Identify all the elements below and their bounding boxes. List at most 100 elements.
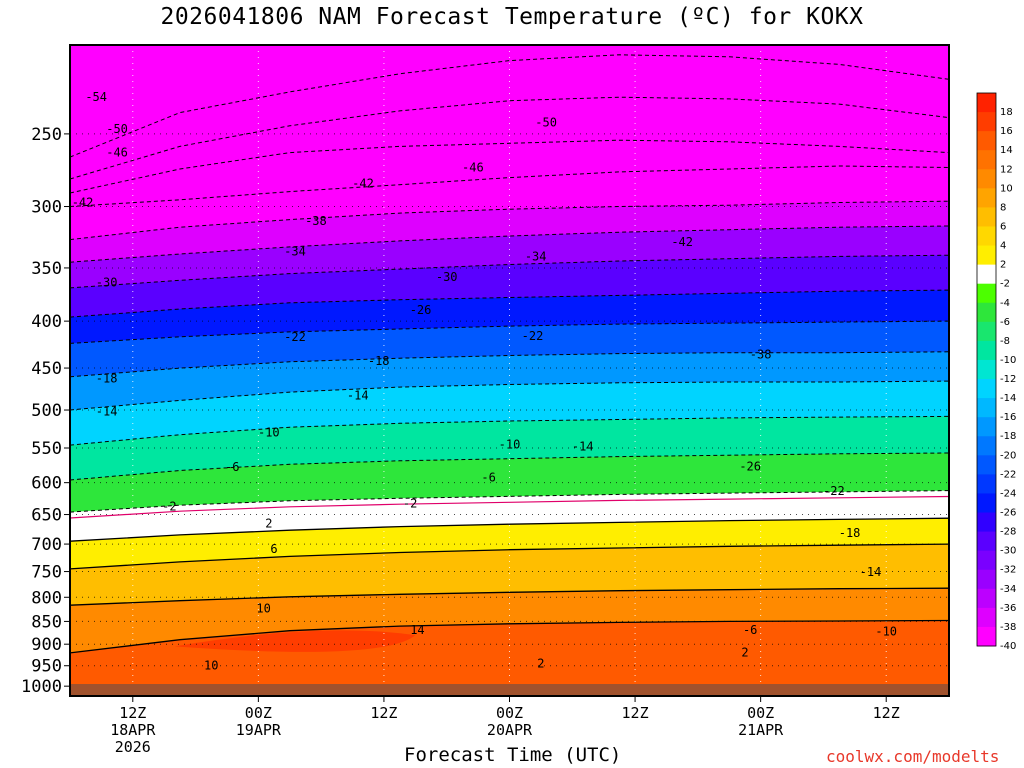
- y-tick-label: 450: [31, 359, 62, 379]
- contour-label: -50: [535, 116, 557, 130]
- colorbar: 18 16 14 12 10 8 6 4 2 -2 -4 -6 -8 -10 -12 -14 -16 -18 -20…: [976, 92, 1016, 652]
- y-tick-label: 750: [31, 563, 62, 583]
- contour-label: 2: [265, 517, 272, 531]
- contour-label: -46: [462, 160, 484, 174]
- x-tick-label: 12Z: [370, 704, 397, 722]
- x-tick-label: 00Z: [245, 704, 272, 722]
- contour-line: [70, 452, 949, 481]
- contour-label: -10: [875, 625, 897, 639]
- y-tick-label: 300: [31, 198, 62, 218]
- contour-label: -2: [162, 500, 176, 514]
- colorbar-label: 8: [1000, 202, 1006, 213]
- colorbar-label: -38: [1000, 622, 1016, 633]
- y-tick-label: 250: [31, 125, 62, 145]
- x-tick-label: 12Z: [873, 704, 900, 722]
- colorbar-label: -6: [1000, 317, 1010, 328]
- y-tick-label: 950: [31, 657, 62, 677]
- colorbar-swatch: [977, 455, 996, 475]
- contour-label: -34: [525, 249, 547, 263]
- contour-label: -10: [258, 425, 280, 439]
- contour-line: [70, 380, 949, 411]
- contour-label: 10: [256, 602, 270, 616]
- y-tick-label: 650: [31, 506, 62, 526]
- y-axis: 250 300 350 400 450 500 550 600 650 700 750 800 850 9…: [21, 125, 70, 697]
- contour-label: -6: [481, 470, 495, 484]
- contour-line: [70, 517, 949, 542]
- contour-label: -42: [352, 176, 374, 190]
- colorbar-label: -22: [1000, 469, 1016, 480]
- contour-label: -38: [750, 348, 772, 362]
- contour-label: -10: [499, 437, 521, 451]
- contour-label: 6: [270, 542, 277, 556]
- colorbar-label: 18: [1000, 107, 1013, 118]
- contour-label: -14: [96, 405, 118, 419]
- contour-label: -42: [72, 196, 94, 210]
- contour-label: -2: [403, 496, 417, 510]
- contour-label: -14: [572, 440, 594, 454]
- colorbar-label: -18: [1000, 431, 1016, 442]
- colorbar-label: 10: [1000, 183, 1013, 194]
- colorbar-label: 2: [1000, 260, 1006, 271]
- colorbar-label: -12: [1000, 374, 1016, 385]
- x-tick-label: 19APR: [236, 721, 282, 739]
- y-tick-label: 1000: [21, 677, 62, 697]
- colorbar-swatch: [977, 169, 996, 189]
- colorbar-label: -16: [1000, 412, 1016, 423]
- colorbar-swatch: [977, 302, 996, 323]
- colorbar-swatch: [977, 436, 996, 456]
- y-tick-label: 550: [31, 439, 62, 459]
- x-tick-label: 12Z: [119, 704, 146, 722]
- warm-core: [174, 630, 416, 652]
- colorbar-swatch: [977, 264, 996, 285]
- y-tick-label: 850: [31, 612, 62, 632]
- contour-label: -34: [284, 245, 306, 259]
- contour-label: 14: [410, 623, 424, 637]
- contour-line: [70, 543, 949, 570]
- colorbar-label: 4: [1000, 241, 1006, 252]
- contour-label: -26: [410, 303, 432, 317]
- colorbar-label: 12: [1000, 164, 1013, 175]
- y-tick-label: 400: [31, 312, 62, 332]
- contour-label: -46: [106, 146, 128, 160]
- colorbar-swatch: [977, 474, 996, 494]
- contour-label: 2: [537, 657, 544, 671]
- contour-lines: -54 -50 -50 -46 -46 -42 -42 -42 -38 -38 -34 -34 -30 -…: [70, 54, 949, 673]
- contour-label: -30: [436, 270, 458, 284]
- freezing-line: [70, 495, 949, 519]
- colorbar-label: -10: [1000, 355, 1016, 366]
- colorbar-swatch: [977, 359, 996, 380]
- colorbar-label: -32: [1000, 565, 1016, 576]
- colorbar-label: -4: [1000, 298, 1010, 309]
- contour-label: 2: [741, 646, 748, 660]
- contour-label: -50: [106, 122, 128, 136]
- contour-line: [70, 587, 949, 606]
- contour-label: -22: [823, 484, 845, 498]
- colorbar-swatch: [977, 531, 996, 552]
- colorbar-label: -2: [1000, 279, 1010, 290]
- contour-line: [70, 619, 949, 654]
- colorbar-label: 14: [1000, 145, 1013, 156]
- colorbar-swatch: [977, 379, 996, 399]
- colorbar-label: -20: [1000, 450, 1016, 461]
- contour-label: -6: [225, 460, 239, 474]
- colorbar-swatch: [977, 150, 996, 170]
- contour-label: -18: [839, 526, 861, 540]
- contour-line: [70, 54, 949, 158]
- colorbar-swatch: [977, 398, 996, 418]
- colorbar-label: 16: [1000, 126, 1013, 137]
- x-tick-label: 2026: [115, 738, 151, 756]
- colorbar-label: 6: [1000, 221, 1006, 232]
- colorbar-swatch: [977, 626, 996, 647]
- colorbar-swatch: [977, 417, 996, 437]
- chart-title: 2026041806 NAM Forecast Temperature (ºC)…: [160, 4, 864, 30]
- colorbar-swatch: [977, 512, 996, 533]
- contour-label: -38: [305, 214, 327, 228]
- x-tick-label: 20APR: [487, 721, 533, 739]
- colorbar-swatch: [977, 188, 996, 208]
- colorbar-label: -34: [1000, 584, 1016, 595]
- colorbar-label: -14: [1000, 393, 1016, 404]
- credit-link[interactable]: coolwx.com/modelts: [826, 747, 1000, 766]
- x-tick-label: 00Z: [747, 704, 774, 722]
- contour-label: -30: [96, 275, 118, 289]
